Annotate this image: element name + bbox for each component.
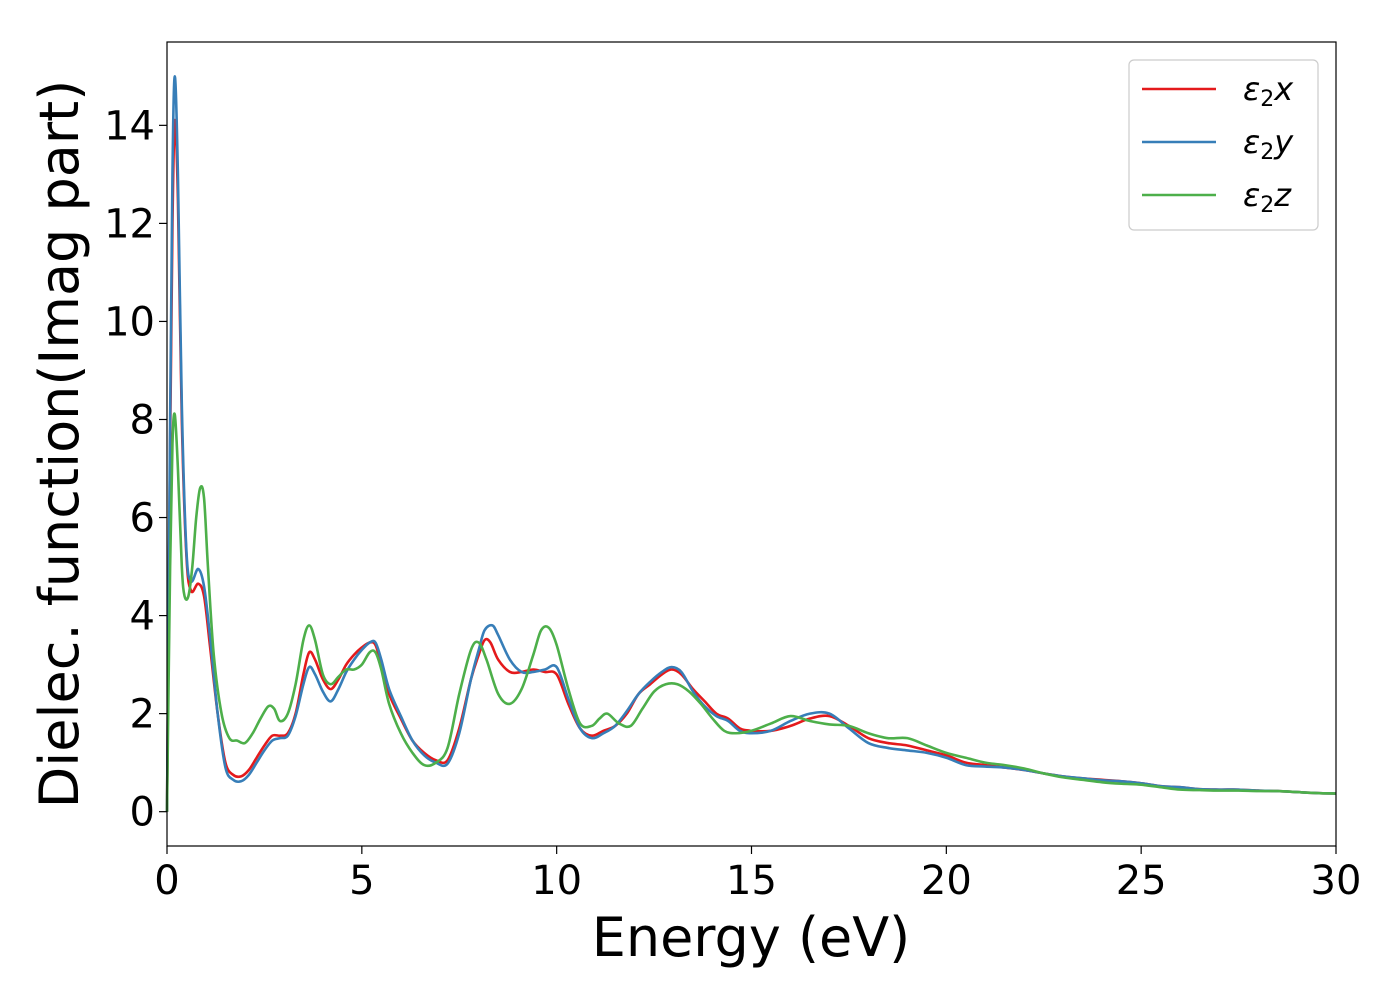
y-tick-label: 8 [130,397,155,443]
x-tick-label: 0 [154,858,179,904]
x-axis: 0 5 10 15 20 25 30 [154,846,1361,904]
y-axis-title: Dielec. function(Imag part) [28,80,91,809]
x-axis-title: Energy (eV) [592,906,911,969]
x-tick-label: 5 [349,858,374,904]
legend-label-2: ε2z [1243,176,1292,218]
y-tick-label: 2 [130,692,155,738]
legend: ε2x ε2y ε2z [1128,59,1319,231]
legend-box [1128,59,1319,231]
y-tick-label: 6 [130,496,155,542]
y-tick-label: 0 [130,790,155,836]
series-layer [165,75,1337,812]
y-tick-label: 10 [104,299,155,345]
series-line-1 [165,75,1337,812]
x-tick-label: 10 [531,858,582,904]
y-tick-label: 14 [104,103,155,149]
series-line-2 [165,412,1337,812]
x-tick-label: 25 [1116,858,1167,904]
y-tick-label: 12 [104,201,155,247]
legend-label-0: ε2x [1243,70,1294,112]
x-tick-label: 30 [1311,858,1362,904]
y-axis: 0 2 4 6 8 10 12 14 [104,103,167,836]
y-tick-label: 4 [130,594,155,640]
x-tick-label: 15 [726,858,777,904]
legend-label-1: ε2y [1243,123,1294,165]
legend-entries: ε2x ε2y ε2z [1142,70,1294,218]
x-tick-label: 20 [921,858,972,904]
